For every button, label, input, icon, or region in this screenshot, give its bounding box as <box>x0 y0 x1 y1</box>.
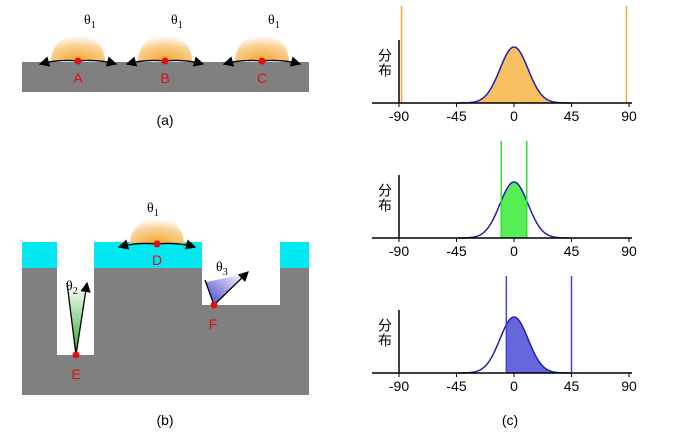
point-label: A <box>73 70 83 86</box>
mask <box>94 242 202 268</box>
point <box>72 351 80 359</box>
point <box>74 57 82 65</box>
arrow <box>204 272 248 306</box>
angle-subscript: 1 <box>178 20 183 31</box>
caption: (b) <box>156 412 173 428</box>
x-tick-label: 90 <box>621 243 637 259</box>
angle-label: θ3 <box>216 260 228 278</box>
cone <box>67 285 87 355</box>
mask <box>22 242 57 268</box>
point-label: B <box>160 70 169 86</box>
emission-glow <box>51 34 105 61</box>
angle-subscript: 1 <box>275 20 280 31</box>
point <box>210 301 218 309</box>
shaded-area <box>401 47 627 103</box>
x-tick-label: 45 <box>564 243 580 259</box>
cone <box>206 274 246 305</box>
x-tick-label: -90 <box>389 243 409 259</box>
mask <box>280 242 309 268</box>
angle-subscript: 2 <box>73 286 78 297</box>
distribution-curve <box>457 46 571 104</box>
point-label: C <box>257 70 267 86</box>
distribution-curve <box>457 316 571 374</box>
x-tick-label: 45 <box>564 108 580 124</box>
shaded-area <box>501 182 527 238</box>
point <box>153 240 161 248</box>
x-tick-label: 90 <box>621 108 637 124</box>
angle-subscript: 1 <box>154 208 159 219</box>
point-label: E <box>71 366 80 382</box>
distribution-curve <box>457 181 571 239</box>
x-tick-label: 0 <box>510 378 518 394</box>
angle-subscript: 1 <box>91 20 96 31</box>
emission-glow <box>235 34 289 61</box>
point-label: F <box>209 316 218 332</box>
angle-label: θ1 <box>268 13 280 31</box>
angle-symbol: θ <box>216 260 223 275</box>
x-tick-label: -90 <box>389 378 409 394</box>
angle-symbol: θ <box>147 201 154 216</box>
caption: (a) <box>156 112 173 128</box>
angle-symbol: θ <box>268 13 275 28</box>
x-tick-label: 0 <box>510 243 518 259</box>
angle-subscript: 3 <box>223 267 228 278</box>
y-axis-label: 分布 <box>376 318 392 348</box>
point <box>161 57 169 65</box>
x-tick-label: 0 <box>510 108 518 124</box>
substrate <box>22 62 309 92</box>
shaded-area <box>506 317 572 373</box>
x-tick-label: 90 <box>621 378 637 394</box>
angle-symbol: θ <box>171 13 178 28</box>
emission-glow <box>130 217 184 244</box>
angle-label: θ2 <box>66 279 78 297</box>
angle-symbol: θ <box>66 279 73 294</box>
y-axis-label: 分布 <box>376 183 392 213</box>
x-tick-label: 45 <box>564 378 580 394</box>
emission-glow <box>138 34 192 61</box>
y-axis-label: 分布 <box>376 48 392 78</box>
x-tick-label: -90 <box>389 108 409 124</box>
x-tick-label: -45 <box>446 243 466 259</box>
caption: (c) <box>502 412 518 428</box>
point-label: D <box>152 252 162 268</box>
angle-label: θ1 <box>84 13 96 31</box>
angle-symbol: θ <box>84 13 91 28</box>
x-tick-label: -45 <box>446 108 466 124</box>
point <box>258 57 266 65</box>
angle-label: θ1 <box>147 201 159 219</box>
angle-label: θ1 <box>171 13 183 31</box>
arrow <box>66 283 87 356</box>
x-tick-label: -45 <box>446 378 466 394</box>
